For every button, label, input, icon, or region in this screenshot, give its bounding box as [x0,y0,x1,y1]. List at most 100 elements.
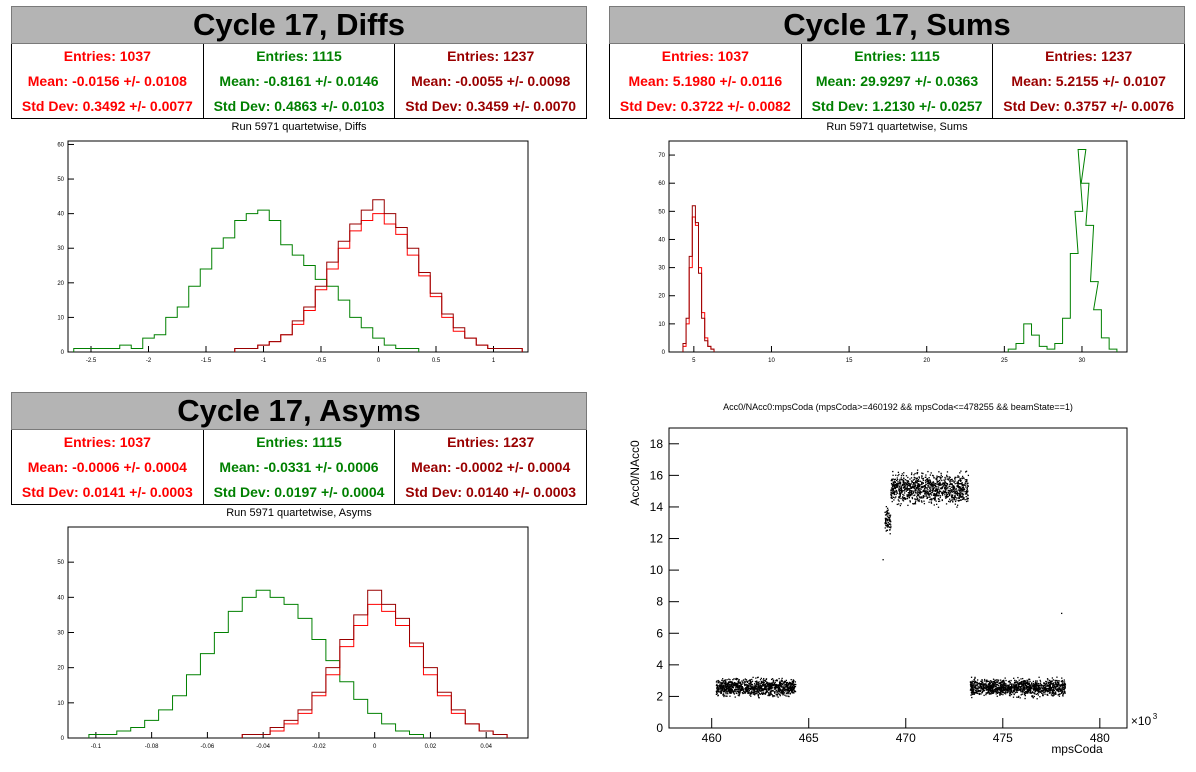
scatter-point [996,679,998,681]
scatter-point [941,484,943,486]
scatter-point [957,476,959,478]
scatter-point [979,686,982,688]
scatter-point [952,485,954,487]
y-tick-label: 40 [658,237,665,243]
scatter-point [769,686,771,689]
scatter-point [911,490,913,492]
stat-std: Std Dev: 0.3757 +/- 0.0076 [1003,97,1175,114]
scatter-point [926,497,928,499]
scatter-point [731,686,733,688]
scatter-point [1026,681,1029,684]
scatter-point [774,685,776,688]
scatter-point [781,690,783,692]
scatter-point [915,498,917,500]
scatter-point [734,683,737,685]
scatter-point [975,687,977,689]
scatter-point [987,692,989,694]
scatter-point [753,693,755,695]
scatter-point [962,496,964,498]
scatter-point [970,688,972,690]
scatter-point [767,682,769,685]
scatter-point [899,478,901,481]
scatter-point [1023,682,1025,684]
scatter-point [751,691,753,693]
scatter-point [1061,686,1063,688]
scatter-point [897,484,899,486]
scatter-point [720,690,722,693]
scatter-point [765,685,768,687]
scatter-point [1063,683,1065,686]
scatter-point [961,488,963,491]
scatter-point [952,501,954,503]
scatter-point [1020,686,1022,688]
scatter-point [1033,685,1036,687]
scatter-point [986,681,988,683]
scatter-point [770,690,773,692]
scatter-point [987,690,990,692]
scatter-point [895,489,898,492]
scatter-point [995,681,998,683]
scatter-point [1027,690,1029,693]
scatter-point [1060,689,1063,692]
scatter-point [989,683,991,685]
scatter-point [941,493,944,495]
scatter-point [1010,690,1013,692]
scatter-point [914,485,916,487]
scatter-point [723,689,726,691]
scatter-point [950,490,953,493]
scatter-point [999,688,1001,691]
scatter-point [961,484,963,487]
scatter-point [743,681,746,683]
scatter-point [734,688,736,691]
scatter-point [912,492,914,494]
scatter-point [916,498,918,501]
scatter-point [781,680,783,682]
scatter-point [918,485,921,487]
scatter-point [1035,693,1038,695]
scatter-point [1013,687,1016,690]
scatter-point [896,477,898,479]
scatter-point [999,682,1002,684]
scatter-point [720,691,722,693]
scatter-point [791,685,793,688]
scatter-point [1045,682,1047,685]
scatter-point [1040,685,1042,687]
scatter-point [719,688,721,690]
scatter-point [1020,678,1022,680]
scatter-point [732,691,734,693]
scatter-point [770,693,773,695]
scatter-point [765,687,767,689]
asyms-stats: Entries: 1037 Mean: -0.0006 +/- 0.0004 S… [11,430,587,505]
scatter-point [892,496,895,498]
scatter-point [1029,691,1032,693]
scatter-point [1008,681,1011,683]
scatter-point [978,690,981,692]
scatter-point [934,482,937,485]
scatter-point [928,501,930,503]
scatter-point [970,676,973,678]
scatter-point [941,492,943,495]
scatter-point [1054,691,1057,693]
scatter-point [732,686,734,689]
scatter-point [961,490,963,492]
scatter-point [1015,684,1018,686]
scatter-point [726,685,728,688]
scatter-point [976,684,979,686]
scatter-point [892,484,894,487]
scatter-point [915,487,918,489]
scatter-point [929,496,931,498]
scatter-point [767,688,769,691]
scatter-point [785,689,788,691]
scatter-point [1022,686,1025,689]
scatter-point [1027,688,1030,690]
scatter-point [737,686,739,689]
scatter-point [931,484,933,486]
scatter-point [909,489,911,491]
scatter-point [886,523,889,526]
scatter-point [975,683,977,685]
scatter-point [929,474,932,476]
scatter-point [1036,685,1039,687]
scatter-point [737,690,740,692]
scatter-point [1056,681,1059,684]
scatter-point [787,686,789,688]
